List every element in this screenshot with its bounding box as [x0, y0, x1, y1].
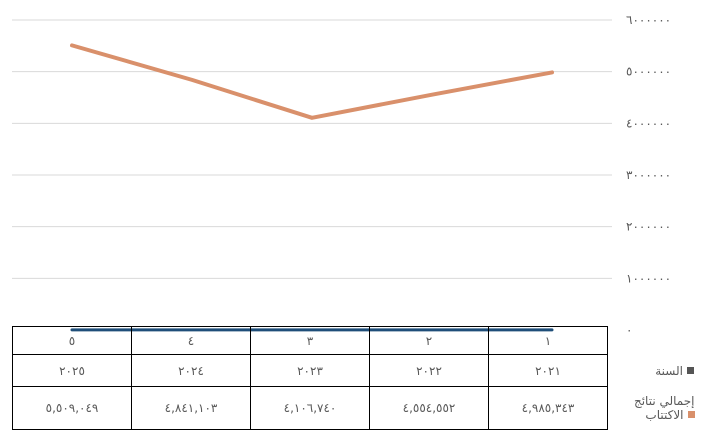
category-cell: ٢	[369, 326, 489, 355]
table-row-subscription: ٥,٥٠٩,٠٤٩ ٤,٨٤١,١٠٣ ٤,١٠٦,٧٤٠ ٤,٥٥٤,٥٥٢ …	[12, 386, 697, 430]
data-table: ٥ ٤ ٣ ٢ ١ ٢٠٢٥ ٢٠٢٤ ٢٠٢٣ ٢٠٢٢ ٢٠٢١ السنة…	[12, 326, 697, 430]
category-cell: ١	[488, 326, 608, 355]
y-tick-label: ١٠٠٠٠٠٠	[626, 271, 671, 285]
y-tick-label: ٢٠٠٠٠٠٠	[626, 220, 671, 234]
table-cell: ٢٠٢١	[488, 354, 608, 387]
row-header-year: السنة	[608, 355, 697, 387]
y-axis-ticks: ٠ ١٠٠٠٠٠٠ ٢٠٠٠٠٠٠ ٣٠٠٠٠٠٠ ٤٠٠٠٠٠٠ ٥٠٠٠٠٠٠ ٦٠٠٠…	[626, 13, 671, 337]
table-cell: ٢٠٢٢	[369, 354, 489, 387]
legend-key-subscription	[687, 411, 695, 418]
table-corner	[608, 327, 697, 355]
category-cell: ٤	[131, 326, 251, 355]
series-name: إجمالي نتائج الاكتتاب	[633, 394, 695, 422]
series-lines	[70, 43, 554, 332]
table-cell: ٤,١٠٦,٧٤٠	[250, 386, 370, 430]
y-tick-label: ٥٠٠٠٠٠٠	[626, 65, 671, 79]
legend-key-year	[687, 366, 694, 374]
y-tick-label: ٤٠٠٠٠٠٠	[626, 116, 671, 130]
table-cell: ٢٠٢٥	[12, 354, 132, 387]
table-cell: ٢٠٢٤	[131, 354, 251, 387]
y-tick-label: ٣٠٠٠٠٠٠	[626, 168, 671, 182]
category-cell: ٥	[12, 326, 132, 355]
table-cell: ٤,٥٥٤,٥٥٢	[369, 386, 489, 430]
category-cell: ٣	[250, 326, 370, 355]
table-cell: ٢٠٢٣	[250, 354, 370, 387]
series-line-2	[70, 43, 554, 120]
row-header-subscription: إجمالي نتائج الاكتتاب	[608, 387, 697, 430]
table-row-year: ٢٠٢٥ ٢٠٢٤ ٢٠٢٣ ٢٠٢٢ ٢٠٢١ السنة	[12, 354, 697, 387]
y-tick-label: ٠	[626, 323, 632, 337]
table-cell: ٤,٨٤١,١٠٣	[131, 386, 251, 430]
category-row: ٥ ٤ ٣ ٢ ١	[12, 326, 697, 355]
table-cell: ٤,٩٨٥,٣٤٣	[488, 386, 608, 430]
table-cell: ٥,٥٠٩,٠٤٩	[12, 386, 132, 430]
series-name: السنة	[655, 363, 683, 378]
y-tick-label: ٦٠٠٠٠٠٠	[626, 13, 671, 27]
gridlines	[12, 19, 612, 279]
